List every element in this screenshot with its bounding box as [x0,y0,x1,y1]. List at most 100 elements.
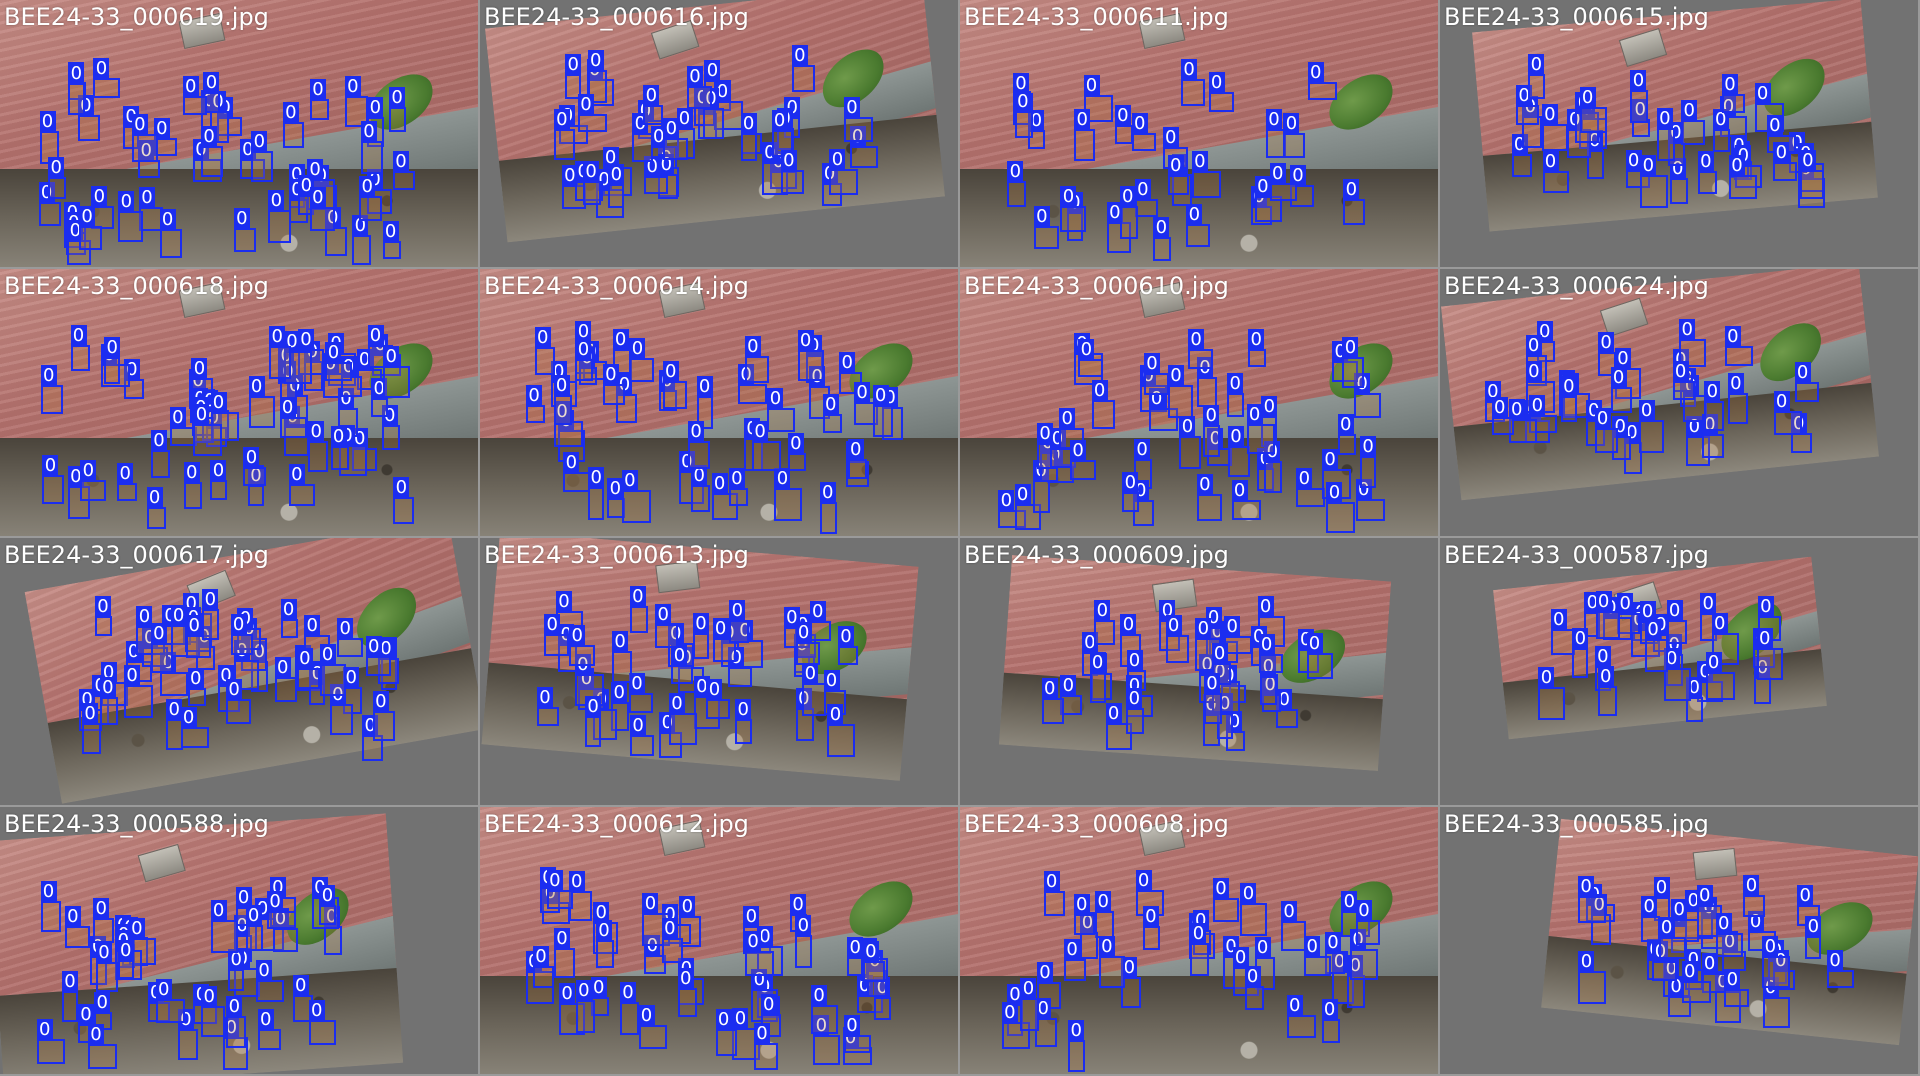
detection-box: 0 [1073,893,1095,935]
detection-box: 0 [1122,472,1140,513]
class-label: 0 [1658,917,1675,940]
class-label: 0 [1254,937,1271,960]
class-label: 0 [1743,874,1760,897]
detection-box: 0 [569,624,596,666]
class-label: 0 [608,163,625,186]
detection-box: 0 [1528,54,1546,100]
class-label: 0 [587,49,604,72]
detection-box: 0 [1203,404,1221,457]
detection-box: 0 [795,622,820,666]
detection-box: 0 [1542,151,1569,194]
detection-box: 0 [371,377,389,417]
detection-box: 0 [644,155,669,194]
detection-box: 0 [1286,995,1316,1039]
class-label: 0 [715,1008,732,1031]
class-label: 0 [811,985,828,1008]
class-label: 0 [1307,62,1324,85]
detection-box: 0 [1244,965,1264,1010]
detection-box: 0 [1491,396,1514,435]
class-label: 0 [1070,439,1087,462]
detection-box: 0 [662,360,687,409]
detection-box: 0 [1632,99,1651,138]
class-label: 0 [795,914,812,937]
detection-box: 0 [534,326,555,375]
detection-box: 0 [1186,203,1211,247]
detection-box: 0 [628,672,653,713]
class-label: 0 [1754,83,1771,106]
class-label: 0 [191,358,208,381]
class-label: 0 [752,421,769,444]
class-label: 0 [1326,482,1343,505]
class-label: 0 [1325,932,1342,955]
class-label: 0 [1722,73,1738,96]
detection-box: 0 [392,151,415,191]
detection-box: 0 [88,1023,117,1069]
detection-box: 0 [643,85,664,126]
detection-box: 0 [1701,952,1727,993]
class-label: 0 [392,151,409,174]
detection-box: 0 [382,221,401,260]
detection-box: 0 [182,76,207,116]
class-label: 0 [704,60,721,83]
detection-box: 0 [1207,427,1233,466]
class-label: 0 [771,109,788,132]
class-label: 0 [124,664,141,687]
class-label: 0 [1098,936,1115,959]
class-label: 0 [1135,870,1152,893]
class-label: 0 [1343,179,1360,202]
detection-box: 0 [1681,99,1706,145]
class-label: 0 [661,918,678,941]
detection-box: 0 [226,678,252,724]
class-label: 0 [554,401,571,424]
class-label: 0 [1322,448,1339,471]
detection-box: 0 [537,687,559,727]
detection-box: 0 [1014,483,1041,530]
detection-box: 0 [268,190,292,244]
detection-box: 0 [693,612,710,659]
class-label: 0 [177,1009,194,1032]
detection-box: 0 [829,149,859,196]
class-label: 0 [1799,149,1816,172]
detection-box: 0 [186,614,212,658]
class-label: 0 [568,871,585,894]
detection-box: 0 [1705,651,1735,700]
detection-box: 0 [337,618,364,658]
detection-box: 0 [1597,665,1617,716]
detection-box: 0 [669,693,697,746]
class-label: 0 [735,698,752,721]
class-label: 0 [251,130,268,153]
detection-box: 0 [1098,936,1125,989]
detection-box: 0 [1578,875,1607,923]
class-label: 0 [1672,360,1689,383]
detection-box: 0 [872,385,893,438]
detection-box: 0 [202,588,220,640]
class-label: 0 [1525,360,1542,383]
detection-box: 0 [791,44,815,92]
detection-box: 0 [251,640,269,692]
detection-box: 0 [228,949,245,992]
class-label: 0 [862,941,879,964]
detection-box: 0 [874,976,892,1020]
class-label: 0 [1653,877,1670,900]
detection-box: 0 [201,985,226,1037]
class-label: 0 [77,1004,94,1027]
class-label: 0 [1747,911,1764,934]
class-label: 0 [691,465,708,488]
detection-box: 0 [1212,660,1241,713]
detection-box: 0 [621,470,651,524]
detection-box: 0 [282,101,304,148]
class-label: 0 [1773,141,1790,164]
detection-box: 0 [138,140,161,179]
class-label: 0 [1321,999,1338,1022]
detection-box: 0 [319,885,337,926]
class-label: 0 [1729,154,1746,177]
class-label: 0 [1701,952,1718,975]
detection-box: 0 [588,467,605,521]
class-label: 0 [1179,415,1196,438]
class-label: 0 [1640,154,1657,177]
detection-box: 0 [729,599,750,643]
detection-box: 0 [671,644,694,684]
class-label: 0 [325,342,342,365]
class-label: 0 [228,949,245,972]
